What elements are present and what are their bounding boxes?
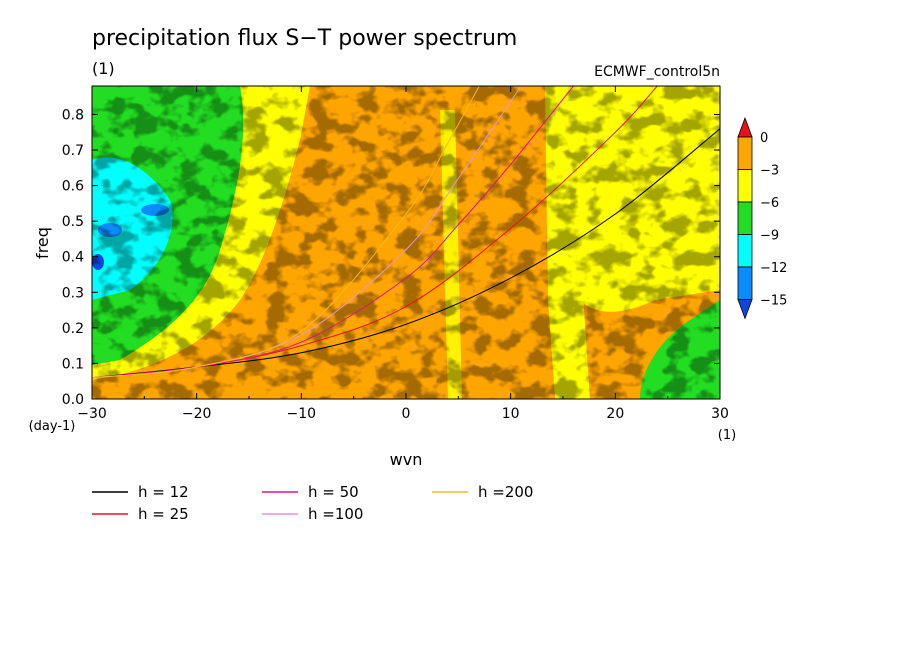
y-units-label: (day-1) (29, 419, 76, 434)
colorbar-box (737, 136, 753, 170)
x-tick-label: −10 (287, 406, 317, 422)
colorbar-label: −3 (760, 164, 779, 179)
x-axis: −30 −20 −10 0 10 20 30 (77, 86, 729, 422)
x-axis-label: wvn (390, 450, 423, 469)
y-tick-label: 0.0 (62, 392, 84, 408)
y-tick-label: 0.2 (62, 321, 84, 337)
colorbar-box (737, 234, 753, 268)
legend-label-h25: h = 25 (138, 505, 189, 523)
colorbar-label: 0 (760, 131, 768, 146)
x-units-label: (1) (718, 428, 736, 443)
chart-title: precipitation flux S−T power spectrum (92, 26, 517, 51)
y-tick-label: 0.7 (62, 143, 84, 159)
y-tick-label: 0.8 (62, 107, 84, 123)
legend-label-h50: h = 50 (308, 483, 359, 501)
legend-label-h100: h =100 (308, 505, 363, 523)
x-tick-label: 0 (402, 406, 411, 422)
legend-label-h200: h =200 (478, 483, 533, 501)
x-tick-label: 30 (711, 406, 729, 422)
units-label: (1) (92, 59, 115, 78)
x-tick-label: 10 (502, 406, 520, 422)
dataset-label: ECMWF_control5n (594, 64, 720, 80)
colorbar-box (737, 266, 753, 300)
colorbar-max-triangle (737, 116, 753, 138)
y-tick-label: 0.3 (62, 285, 84, 301)
y-tick-label: 0.6 (62, 179, 84, 195)
y-axis-label: freq (33, 227, 52, 259)
y-tick-label: 0.5 (62, 214, 84, 230)
y-tick-label: 0.1 (62, 356, 84, 372)
x-tick-label: −30 (77, 406, 107, 422)
y-axis: 0.0 0.1 0.2 0.3 0.4 0.5 0.6 0.7 0.8 (62, 107, 720, 408)
colorbar-box (737, 169, 753, 203)
dispersion-curve-h200 (92, 86, 480, 379)
x-tick-label: −20 (182, 406, 212, 422)
spectrum-field (92, 86, 720, 399)
y-tick-label: 0.4 (62, 250, 84, 266)
x-tick-label: 20 (606, 406, 624, 422)
colorbar: 0 −3 −6 −9 −12 −15 (737, 116, 787, 320)
colorbar-label: −9 (760, 229, 779, 244)
colorbar-label: −12 (760, 261, 787, 276)
colorbar-label: −15 (760, 294, 787, 309)
legend-label-h12: h = 12 (138, 483, 189, 501)
colorbar-label: −6 (760, 196, 779, 211)
colorbar-box (737, 201, 753, 235)
legend: h = 12 h = 25 h = 50 h =100 h =200 (92, 483, 533, 523)
colorbar-min-triangle (737, 299, 753, 320)
